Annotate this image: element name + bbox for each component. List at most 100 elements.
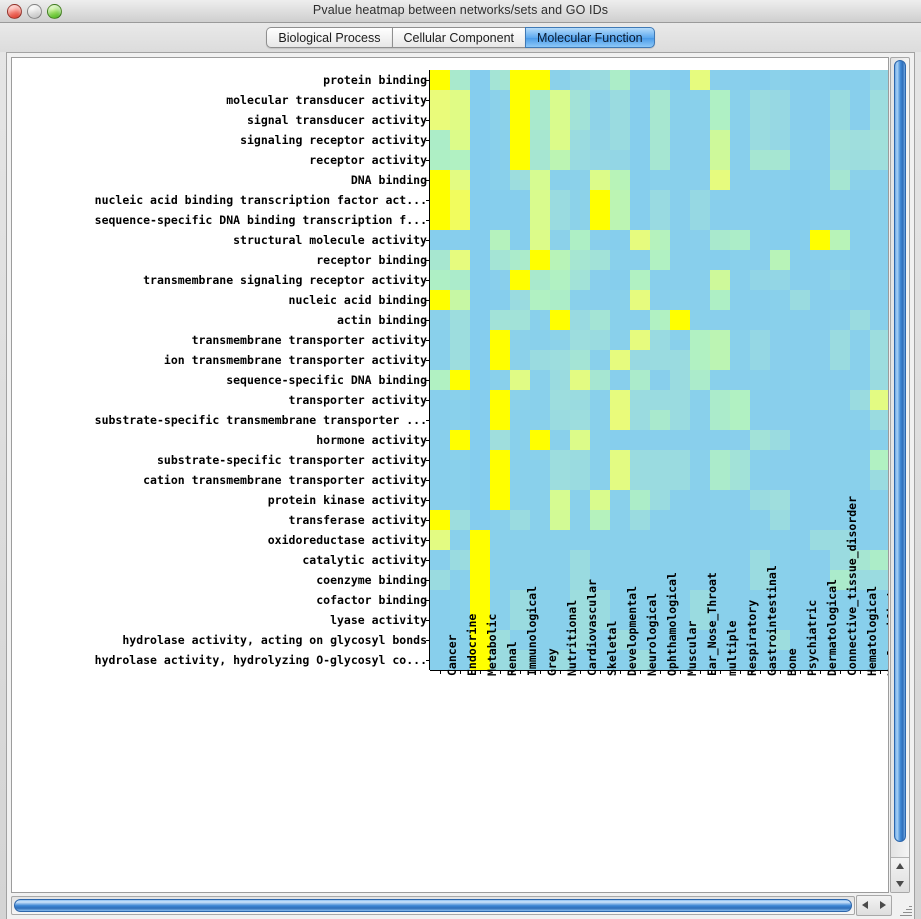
heatmap-cell[interactable]: [730, 270, 750, 290]
heatmap-cell[interactable]: [550, 550, 570, 570]
heatmap-cell[interactable]: [590, 550, 610, 570]
heatmap-cell[interactable]: [710, 470, 730, 490]
heatmap-cell[interactable]: [530, 590, 550, 610]
heatmap-cell[interactable]: [770, 530, 790, 550]
heatmap-cell[interactable]: [670, 330, 690, 350]
heatmap-cell[interactable]: [670, 470, 690, 490]
heatmap-cell[interactable]: [750, 390, 770, 410]
heatmap-cell[interactable]: [650, 650, 670, 670]
heatmap-cell[interactable]: [810, 510, 830, 530]
heatmap-cell[interactable]: [630, 330, 650, 350]
heatmap-cell[interactable]: [510, 450, 530, 470]
heatmap-cell[interactable]: [590, 350, 610, 370]
heatmap-cell[interactable]: [850, 370, 870, 390]
heatmap-cell[interactable]: [630, 490, 650, 510]
heatmap-cell[interactable]: [690, 550, 710, 570]
heatmap-cell[interactable]: [870, 470, 888, 490]
heatmap-cell[interactable]: [650, 630, 670, 650]
heatmap-cell[interactable]: [530, 430, 550, 450]
heatmap-cell[interactable]: [830, 170, 850, 190]
heatmap-cell[interactable]: [650, 430, 670, 450]
heatmap-cell[interactable]: [530, 510, 550, 530]
heatmap-cell[interactable]: [570, 330, 590, 350]
heatmap-cell[interactable]: [750, 290, 770, 310]
heatmap-cell[interactable]: [810, 110, 830, 130]
heatmap-cell[interactable]: [550, 270, 570, 290]
heatmap-cell[interactable]: [450, 90, 470, 110]
heatmap-cell[interactable]: [430, 130, 450, 150]
heatmap-cell[interactable]: [670, 290, 690, 310]
heatmap-cell[interactable]: [430, 230, 450, 250]
heatmap-cell[interactable]: [870, 210, 888, 230]
heatmap-cell[interactable]: [870, 290, 888, 310]
heatmap-cell[interactable]: [430, 210, 450, 230]
heatmap-cell[interactable]: [710, 90, 730, 110]
heatmap-cell[interactable]: [830, 450, 850, 470]
heatmap-cell[interactable]: [430, 370, 450, 390]
heatmap-cell[interactable]: [630, 370, 650, 390]
heatmap-cell[interactable]: [510, 550, 530, 570]
heatmap-cell[interactable]: [570, 370, 590, 390]
heatmap-cell[interactable]: [830, 110, 850, 130]
heatmap-cell[interactable]: [530, 390, 550, 410]
heatmap-cell[interactable]: [670, 630, 690, 650]
heatmap-cell[interactable]: [770, 450, 790, 470]
heatmap-cell[interactable]: [510, 370, 530, 390]
heatmap-cell[interactable]: [590, 330, 610, 350]
heatmap-cell[interactable]: [870, 330, 888, 350]
heatmap-cell[interactable]: [750, 510, 770, 530]
heatmap-cell[interactable]: [510, 270, 530, 290]
heatmap-cell[interactable]: [830, 70, 850, 90]
heatmap-cell[interactable]: [650, 290, 670, 310]
heatmap-cell[interactable]: [710, 510, 730, 530]
heatmap-cell[interactable]: [450, 490, 470, 510]
tab-molecular-function[interactable]: Molecular Function: [525, 27, 655, 48]
heatmap-cell[interactable]: [430, 510, 450, 530]
heatmap-cell[interactable]: [570, 110, 590, 130]
heatmap-cell[interactable]: [670, 390, 690, 410]
heatmap-cell[interactable]: [850, 90, 870, 110]
heatmap-cell[interactable]: [870, 610, 888, 630]
heatmap-cell[interactable]: [550, 250, 570, 270]
heatmap-cell[interactable]: [630, 270, 650, 290]
heatmap-cell[interactable]: [710, 290, 730, 310]
scroll-right-icon[interactable]: [880, 901, 886, 909]
heatmap-cell[interactable]: [510, 150, 530, 170]
heatmap-cell[interactable]: [830, 630, 850, 650]
heatmap-cell[interactable]: [450, 290, 470, 310]
heatmap-cell[interactable]: [830, 210, 850, 230]
heatmap-cell[interactable]: [610, 430, 630, 450]
heatmap-cell[interactable]: [750, 90, 770, 110]
heatmap-cell[interactable]: [510, 510, 530, 530]
heatmap-cell[interactable]: [450, 450, 470, 470]
heatmap-cell[interactable]: [490, 90, 510, 110]
heatmap-cell[interactable]: [490, 650, 510, 670]
horizontal-scrollbar[interactable]: [11, 895, 855, 915]
heatmap-cell[interactable]: [570, 650, 590, 670]
heatmap-cell[interactable]: [450, 370, 470, 390]
heatmap-cell[interactable]: [810, 90, 830, 110]
heatmap-cell[interactable]: [470, 570, 490, 590]
heatmap-cell[interactable]: [450, 510, 470, 530]
heatmap-cell[interactable]: [650, 210, 670, 230]
heatmap-cell[interactable]: [590, 630, 610, 650]
heatmap-cell[interactable]: [790, 110, 810, 130]
heatmap-cell[interactable]: [750, 250, 770, 270]
heatmap-cell[interactable]: [690, 230, 710, 250]
heatmap-cell[interactable]: [490, 430, 510, 450]
heatmap-cell[interactable]: [550, 90, 570, 110]
heatmap-cell[interactable]: [850, 630, 870, 650]
heatmap-cell[interactable]: [510, 610, 530, 630]
heatmap-cell[interactable]: [570, 190, 590, 210]
heatmap-cell[interactable]: [490, 610, 510, 630]
heatmap-cell[interactable]: [870, 370, 888, 390]
heatmap-cell[interactable]: [570, 450, 590, 470]
heatmap-cell[interactable]: [510, 570, 530, 590]
heatmap-cell[interactable]: [530, 530, 550, 550]
heatmap-cell[interactable]: [850, 450, 870, 470]
heatmap-cell[interactable]: [470, 490, 490, 510]
heatmap-cell[interactable]: [490, 410, 510, 430]
heatmap-cell[interactable]: [690, 290, 710, 310]
heatmap-cell[interactable]: [550, 430, 570, 450]
heatmap-cell[interactable]: [770, 630, 790, 650]
